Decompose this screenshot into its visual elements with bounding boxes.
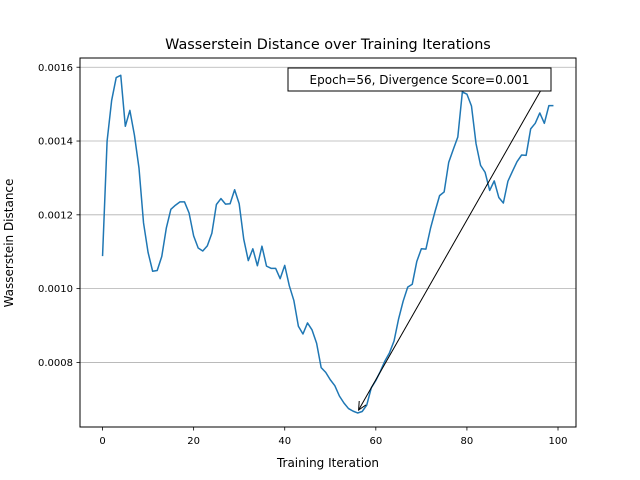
x-tick-label: 60 [369, 436, 382, 447]
annotation-arrow-line [358, 90, 541, 411]
series-line [101, 74, 554, 414]
plot-frame [79, 57, 577, 428]
y-tick-label: 0.0014 [38, 137, 73, 148]
chart-title: Wasserstein Distance over Training Itera… [165, 37, 491, 53]
x-tick-label: 40 [278, 436, 291, 447]
x-tick-label: 80 [461, 436, 474, 447]
y-tick-label: 0.0010 [38, 284, 73, 295]
x-tick-label: 100 [548, 436, 567, 447]
x-axis-label: Training Iteration [276, 456, 379, 470]
x-tick-label: 20 [187, 436, 200, 447]
y-axis-label: Wasserstein Distance [2, 179, 16, 308]
annotation-arrow-head [358, 400, 367, 411]
y-tick-label: 0.0008 [38, 358, 73, 369]
y-tick-label: 0.0012 [38, 210, 73, 221]
annotation-label: Epoch=56, Divergence Score=0.001 [310, 73, 530, 87]
y-tick-label: 0.0016 [38, 63, 73, 74]
annotation-box [287, 67, 552, 92]
x-tick-label: 0 [99, 436, 105, 447]
